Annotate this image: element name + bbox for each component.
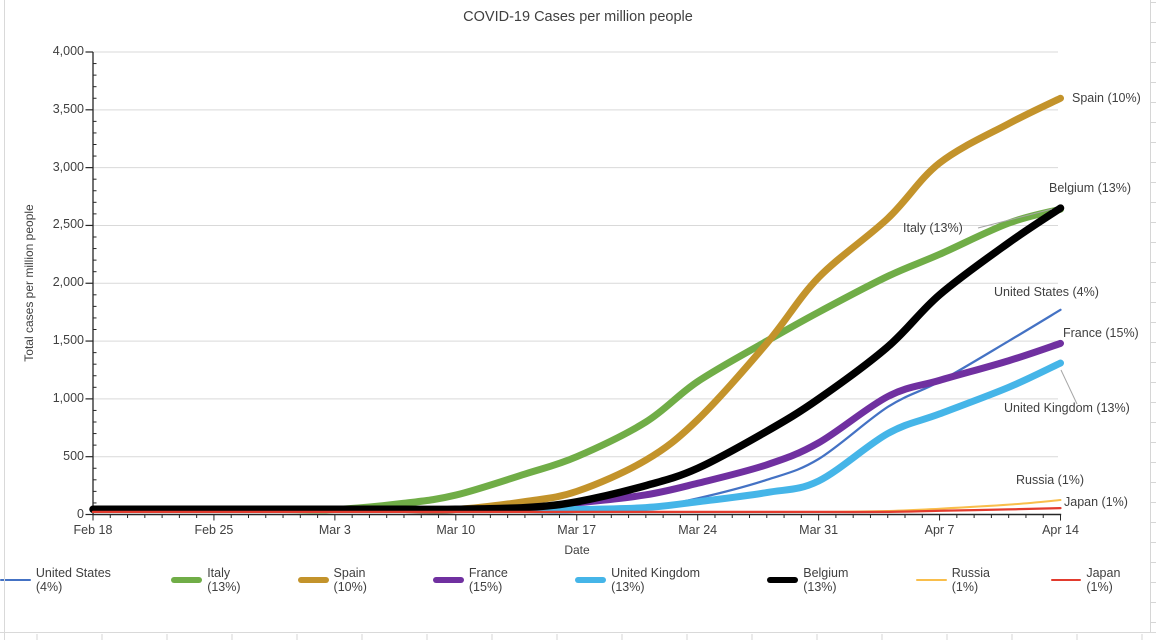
legend-item-us[interactable]: United States (4%) (0, 566, 140, 594)
series-line-japan[interactable] (91, 507, 1062, 514)
data-label-spain[interactable]: Spain (10%) (1072, 91, 1141, 105)
y-tick-label: 2,500 (52, 217, 84, 232)
x-tick-label: Feb 25 (194, 523, 234, 537)
legend-swatch-france (433, 577, 464, 583)
data-label-belgium[interactable]: Belgium (13%) (1049, 181, 1131, 195)
legend-label-spain: Spain (10%) (333, 566, 367, 594)
x-axis (92, 513, 1062, 521)
legend-label-uk: United Kingdom (13%) (611, 566, 701, 594)
y-tick-label: 3,500 (52, 101, 84, 116)
x-tick-label: Mar 17 (557, 523, 597, 537)
legend-swatch-japan (1050, 578, 1082, 582)
y-tick-label: 500 (63, 448, 84, 463)
x-tick-label: Mar 3 (318, 523, 351, 537)
y-tick-label: 4,000 (52, 44, 84, 58)
y-tick-label: 1,000 (52, 390, 84, 405)
data-label-france[interactable]: France (15%) (1063, 326, 1139, 340)
x-tick-label: Feb 18 (73, 523, 113, 537)
x-tick-label: Mar 24 (678, 523, 718, 537)
legend-swatch-uk (575, 577, 607, 583)
legend-item-japan[interactable]: Japan (1%) (1050, 566, 1151, 594)
legend-item-spain[interactable]: Spain (10%) (297, 566, 402, 594)
legend-item-france[interactable]: France (15%) (433, 566, 544, 594)
series-line-italy[interactable] (89, 205, 1064, 514)
legend-label-belgium: Belgium (13%) (803, 566, 849, 594)
gridlines-group (93, 51, 1058, 458)
data-label-uk[interactable]: United Kingdom (13%) (1004, 401, 1130, 415)
series-line-us[interactable] (91, 308, 1062, 514)
legend-label-russia: Russia (1%) (951, 566, 990, 594)
y-tick-label: 0 (77, 506, 84, 521)
chart-title[interactable]: COVID-19 Cases per million people (463, 9, 693, 25)
legend-label-france: France (15%) (468, 566, 508, 594)
legend-item-italy[interactable]: Italy (13%) (171, 566, 266, 594)
legend-label-japan: Japan (1%) (1086, 566, 1121, 594)
series-line-belgium[interactable] (89, 204, 1065, 514)
data-label-japan[interactable]: Japan (1%) (1064, 495, 1128, 509)
sheet-column-gridlines (0, 633, 1156, 640)
chart-left-border (3, 0, 5, 640)
y-tick-label: 3,000 (52, 159, 84, 174)
sheet-row-gridlines (1151, 2, 1156, 630)
sheet-column-line (1150, 0, 1152, 632)
legend-label-us: United States (4%) (35, 566, 111, 594)
leader-lines (977, 208, 1078, 405)
legend-swatch-russia (915, 578, 947, 582)
italy-leader-line (977, 208, 1053, 229)
legend-label-italy: Italy (13%) (207, 566, 241, 594)
legend-item-uk[interactable]: United Kingdom (13%) (575, 566, 736, 594)
series-line-spain[interactable] (89, 94, 1064, 514)
series-line-france[interactable] (89, 339, 1064, 514)
y-axis (85, 51, 97, 516)
x-tick-label: Apr 14 (1042, 523, 1079, 537)
legend-swatch-belgium (767, 577, 799, 583)
y-tick-label: 1,500 (52, 333, 84, 348)
x-tick-label: Mar 10 (436, 523, 476, 537)
legend-swatch-us (0, 578, 31, 582)
data-label-russia[interactable]: Russia (1%) (1016, 473, 1085, 487)
legend-swatch-italy (171, 577, 203, 583)
uk-leader-line (1060, 369, 1078, 405)
data-label-us[interactable]: United States (4%) (994, 285, 1099, 299)
chart-legend: United States (4%) Italy (13%) Spain (10%)… (0, 566, 1150, 594)
data-label-italy[interactable]: Italy (13%) (903, 221, 963, 235)
legend-item-russia[interactable]: Russia (1%) (915, 566, 1020, 594)
x-tick-label: Apr 7 (924, 523, 955, 537)
legend-swatch-spain (297, 577, 329, 583)
sheet-row-line (0, 631, 1156, 633)
x-axis-title: Date (564, 543, 590, 557)
y-tick-label: 2,000 (52, 275, 84, 290)
x-tick-label: Mar 31 (799, 523, 839, 537)
legend-item-belgium[interactable]: Belgium (13%) (767, 566, 884, 594)
